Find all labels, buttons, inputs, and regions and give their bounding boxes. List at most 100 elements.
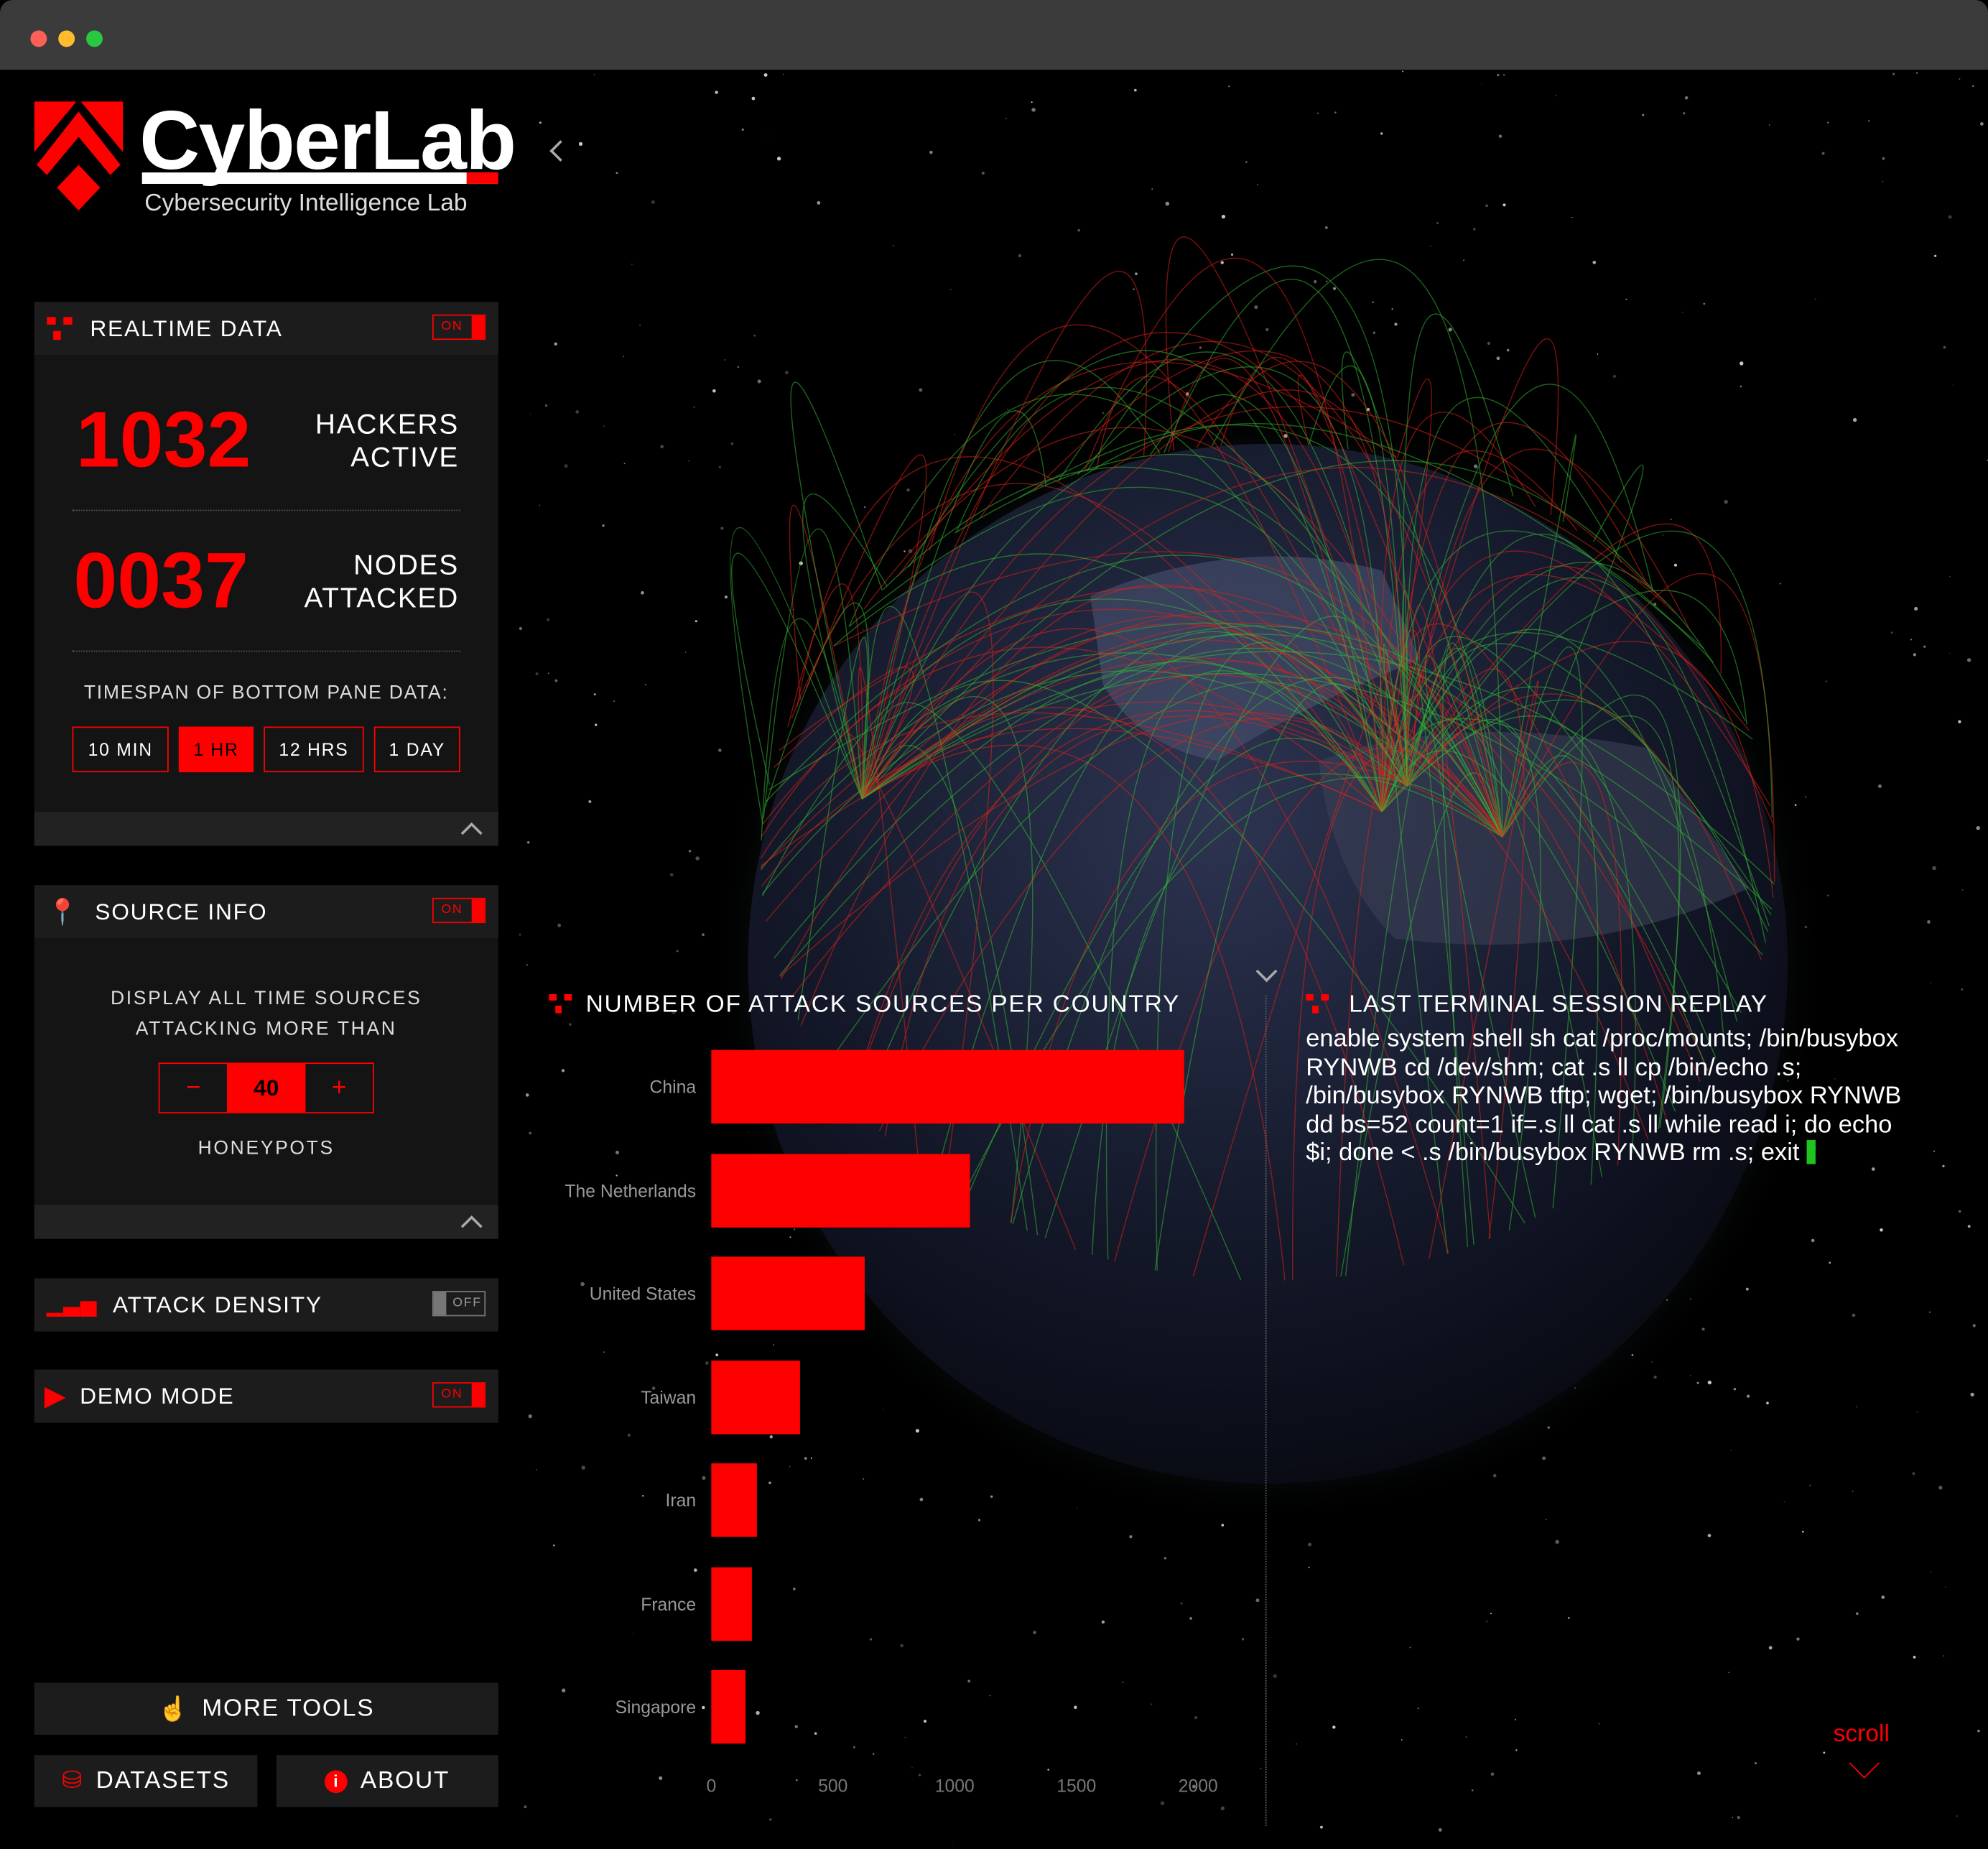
star bbox=[564, 464, 568, 468]
source-info-collapse-bar[interactable] bbox=[34, 1205, 498, 1239]
star bbox=[1486, 1621, 1488, 1623]
datasets-button[interactable]: ⛁ DATASETS bbox=[34, 1755, 258, 1807]
attack-arc bbox=[1381, 623, 1701, 1082]
star bbox=[1952, 384, 1954, 386]
attack-arc bbox=[929, 324, 1383, 812]
globe-visualization[interactable] bbox=[0, 70, 1988, 1849]
star bbox=[911, 1767, 913, 1769]
star bbox=[900, 1644, 904, 1648]
attack-arc bbox=[861, 361, 1397, 800]
bar-france[interactable] bbox=[711, 1567, 752, 1641]
star bbox=[1755, 1762, 1757, 1765]
attack-arc bbox=[1406, 530, 1773, 818]
star bbox=[715, 91, 718, 94]
bar-china[interactable] bbox=[711, 1049, 1185, 1124]
star bbox=[1033, 1631, 1036, 1634]
maximize-window-button[interactable] bbox=[86, 30, 103, 47]
star bbox=[1324, 226, 1328, 229]
nodes-attacked-count: 0037 bbox=[73, 537, 249, 626]
timespan-label: TIMESPAN OF BOTTOM PANE DATA: bbox=[83, 682, 449, 704]
demo-mode-toggle[interactable]: ON bbox=[432, 1382, 486, 1408]
realtime-data-header[interactable]: REALTIME DATA ON bbox=[34, 302, 498, 356]
star bbox=[688, 850, 692, 853]
timespan-12hrs-button[interactable]: 12 HRS bbox=[264, 726, 364, 773]
bar-iran[interactable] bbox=[711, 1463, 758, 1537]
star bbox=[1766, 1401, 1769, 1405]
star bbox=[1927, 920, 1931, 924]
star bbox=[1542, 1456, 1546, 1460]
scroll-hint[interactable]: scroll bbox=[1833, 1720, 1890, 1748]
close-window-button[interactable] bbox=[30, 30, 47, 47]
attack-arc bbox=[1012, 677, 1503, 1225]
star bbox=[1972, 85, 1974, 87]
network-icon bbox=[549, 993, 577, 1017]
attack-density-toggle[interactable]: OFF bbox=[432, 1291, 486, 1317]
attack-arc bbox=[1168, 358, 1383, 812]
star bbox=[717, 749, 722, 752]
star bbox=[1005, 118, 1007, 119]
bar-singapore[interactable] bbox=[711, 1669, 746, 1744]
attack-arc bbox=[861, 406, 1666, 800]
attack-arc bbox=[789, 504, 863, 800]
timespan-10min-button[interactable]: 10 MIN bbox=[72, 726, 169, 773]
attack-arc bbox=[1424, 655, 1536, 1218]
attack-arc bbox=[791, 483, 1383, 812]
demo-mode-header[interactable]: ▶ DEMO MODE ON bbox=[34, 1369, 498, 1423]
star bbox=[1959, 1210, 1961, 1213]
attack-arcs bbox=[730, 236, 1775, 1281]
attack-arc bbox=[878, 718, 1408, 1132]
timespan-1day-button[interactable]: 1 DAY bbox=[373, 726, 460, 773]
realtime-toggle[interactable]: ON bbox=[432, 314, 486, 340]
star bbox=[615, 1150, 620, 1154]
category-label: The Netherlands bbox=[565, 1180, 697, 1200]
attack-arc bbox=[861, 422, 1705, 800]
timespan-1hr-button[interactable]: 1 HR bbox=[178, 726, 254, 773]
star bbox=[924, 1720, 926, 1723]
star bbox=[1852, 417, 1857, 422]
logo-underline-accent bbox=[466, 172, 498, 184]
star bbox=[1642, 113, 1645, 116]
increment-button[interactable]: + bbox=[331, 1073, 347, 1102]
star bbox=[1122, 1682, 1124, 1683]
star bbox=[929, 150, 933, 154]
minimize-window-button[interactable] bbox=[58, 30, 75, 47]
bar-the-netherlands[interactable] bbox=[711, 1153, 971, 1227]
bar-united-states[interactable] bbox=[711, 1256, 865, 1330]
attack-arc bbox=[1381, 550, 1771, 812]
attack-arc bbox=[765, 639, 1503, 922]
realtime-collapse-bar[interactable] bbox=[34, 811, 498, 846]
star bbox=[1102, 412, 1105, 414]
star bbox=[1409, 1646, 1411, 1649]
source-info-toggle[interactable]: ON bbox=[432, 897, 486, 924]
source-info-header[interactable]: 📍 SOURCE INFO ON bbox=[34, 885, 498, 939]
threshold-value-input[interactable]: 40 bbox=[226, 1064, 306, 1113]
star bbox=[1308, 1567, 1310, 1569]
star bbox=[588, 800, 592, 804]
star bbox=[1498, 134, 1502, 138]
decrement-button[interactable]: − bbox=[185, 1073, 201, 1102]
attack-arc bbox=[1502, 464, 1644, 838]
attack-arc bbox=[861, 331, 1337, 800]
star bbox=[863, 506, 866, 509]
star bbox=[623, 463, 626, 465]
star bbox=[1821, 152, 1825, 155]
attack-density-header[interactable]: ▁▃▅ ATTACK DENSITY OFF bbox=[34, 1278, 498, 1332]
star bbox=[1733, 1388, 1737, 1391]
more-tools-button[interactable]: ☝ MORE TOOLS bbox=[34, 1682, 498, 1735]
star bbox=[1892, 73, 1895, 75]
hackers-active-count: 1032 bbox=[75, 397, 251, 485]
star bbox=[702, 1475, 706, 1480]
attack-arc bbox=[780, 623, 1503, 980]
terminal-line: enable system shell sh cat /proc/mounts;… bbox=[1306, 1024, 1898, 1053]
logo-underline bbox=[141, 172, 497, 184]
about-button[interactable]: i ABOUT bbox=[276, 1755, 498, 1807]
star bbox=[1417, 1707, 1419, 1710]
star bbox=[1503, 74, 1505, 76]
star bbox=[817, 201, 821, 205]
star bbox=[785, 371, 789, 374]
bar-taiwan[interactable] bbox=[711, 1360, 800, 1434]
star bbox=[519, 933, 521, 936]
star bbox=[1401, 1738, 1403, 1741]
star bbox=[1254, 305, 1258, 310]
star bbox=[1805, 796, 1806, 798]
